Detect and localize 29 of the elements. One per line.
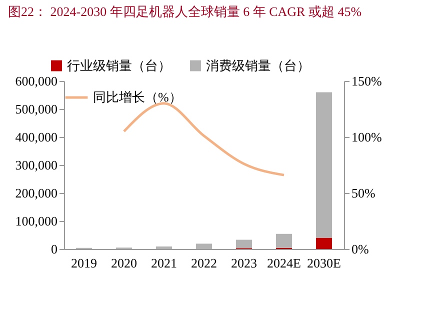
bar <box>196 244 212 249</box>
bar <box>276 234 292 248</box>
bar <box>236 240 252 248</box>
x-tick-label: 2023 <box>231 256 257 270</box>
chart-title: 图22： 2024-2030 年四足机器人全球销量 6 年 CAGR 或超 45% <box>8 4 362 19</box>
legend-label: 消费级销量（台） <box>206 58 310 73</box>
y-tick-label: 100,000 <box>15 214 58 228</box>
y2-tick-label: 50% <box>352 186 376 200</box>
x-tick-label: 2030E <box>307 256 342 270</box>
y-tick-label: 300,000 <box>15 158 58 172</box>
y2-tick-label: 150% <box>352 74 382 88</box>
legend-label: 行业级销量（台） <box>67 58 171 73</box>
y-tick-label: 200,000 <box>15 186 58 200</box>
y-tick-label: 600,000 <box>15 74 58 88</box>
x-tick-label: 2024E <box>267 256 302 270</box>
y-tick-label: 500,000 <box>15 102 58 116</box>
x-tick-label: 2020 <box>111 256 137 270</box>
line-series <box>122 102 286 176</box>
bar <box>316 238 332 249</box>
legend-label: 同比增长（%） <box>93 90 182 104</box>
y-tick-label: 400,000 <box>15 130 58 144</box>
bar <box>316 92 332 238</box>
x-tick-label: 2021 <box>151 256 177 270</box>
x-tick-label: 2022 <box>191 256 217 270</box>
x-tick-label: 2019 <box>71 256 97 270</box>
bar <box>156 246 172 249</box>
y2-tick-label: 100% <box>352 130 382 144</box>
y-tick-label: 0 <box>51 242 58 256</box>
y2-tick-label: 0% <box>352 242 369 256</box>
